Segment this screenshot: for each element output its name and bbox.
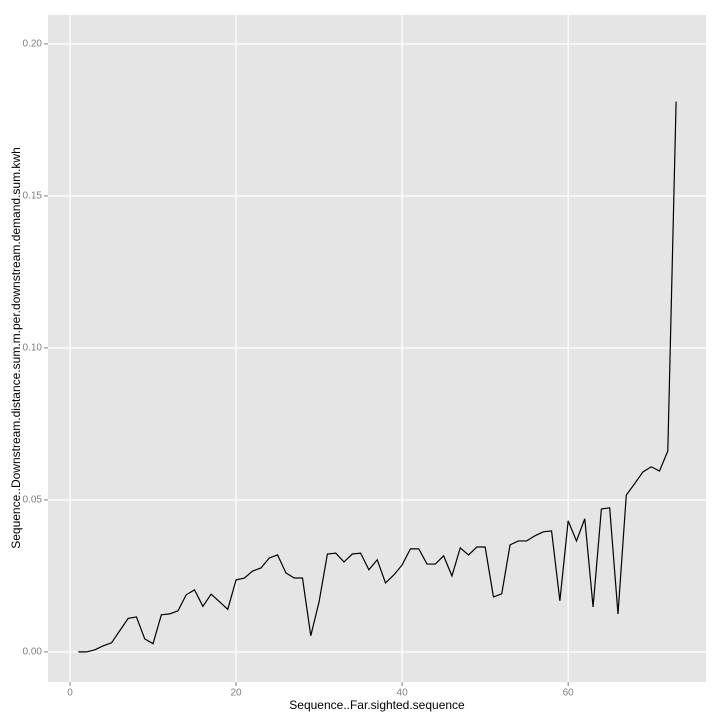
plot-panel	[48, 15, 706, 682]
x-tick-label: 0	[67, 688, 73, 699]
y-tick-label: 0.15	[23, 191, 43, 202]
x-tick-label: 20	[230, 688, 242, 699]
y-axis-title: Sequence..Downstream.distance.sum.m.per.…	[9, 147, 23, 549]
y-tick-label: 0.00	[23, 647, 43, 658]
x-axis-title: Sequence..Far.sighted.sequence	[289, 698, 465, 712]
data-line	[78, 101, 677, 653]
y-tick-label: 0.20	[23, 39, 43, 50]
x-tick-label: 40	[397, 688, 409, 699]
y-tick-label: 0.05	[23, 495, 43, 506]
x-tick-label: 60	[563, 688, 575, 699]
y-tick-label: 0.10	[23, 343, 43, 354]
